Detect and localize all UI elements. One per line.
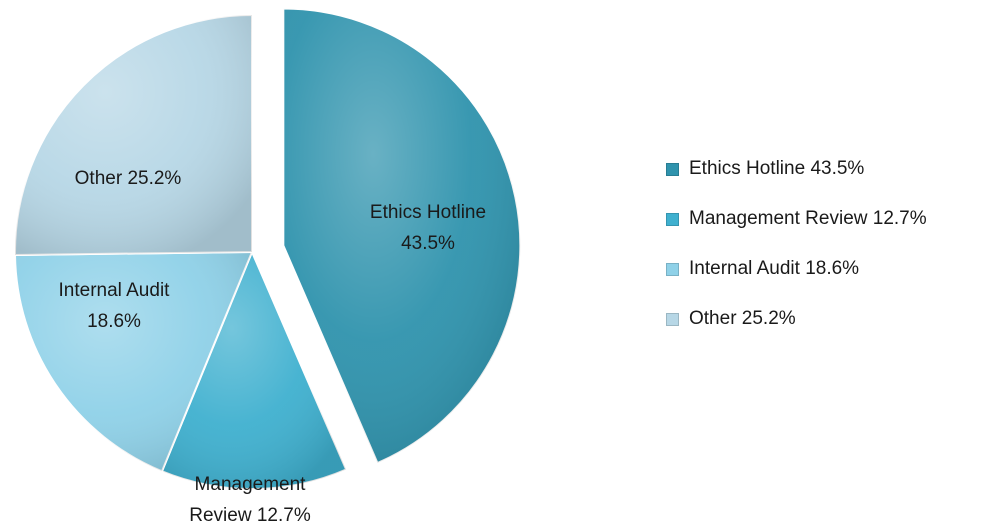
data-label-management-review: Management Review 12.7% (189, 474, 311, 526)
legend-label: Internal Audit 18.6% (689, 258, 860, 279)
data-label-line: Review 12.7% (189, 505, 311, 526)
legend-item-internal-audit: Internal Audit 18.6% (666, 258, 927, 280)
legend-label: Other 25.2% (689, 308, 796, 329)
data-label-ethics-hotline: Ethics Hotline 43.5% (370, 202, 486, 254)
pie-slice-shine (14, 15, 252, 255)
data-label-line: Other 25.2% (75, 168, 182, 189)
legend-item-other: Other 25.2% (666, 308, 927, 330)
data-label-line: Internal Audit (59, 280, 171, 301)
pie-slices (14, 7, 522, 490)
legend-item-ethics-hotline: Ethics Hotline 43.5% (666, 158, 927, 180)
pie-slice-shine (161, 252, 347, 489)
pie-slice-shine (283, 8, 521, 464)
pie-slice-shine (15, 252, 253, 472)
legend-label: Management Review 12.7% (689, 208, 927, 229)
legend-item-management-review: Management Review 12.7% (666, 208, 927, 230)
legend: Ethics Hotline 43.5% Management Review 1… (666, 158, 927, 358)
legend-swatch-icon (666, 262, 679, 276)
data-label-line: Management (195, 474, 307, 495)
legend-swatch-icon (666, 312, 679, 326)
data-label-other: Other 25.2% (75, 168, 182, 189)
pie-data-labels: Ethics Hotline 43.5% Management Review 12.7… (59, 168, 487, 526)
data-label-line: 18.6% (87, 311, 141, 332)
legend-label: Ethics Hotline 43.5% (689, 158, 865, 179)
legend-swatch-icon (666, 162, 679, 176)
data-label-internal-audit: Internal Audit 18.6% (59, 280, 171, 332)
data-label-line: 43.5% (401, 233, 455, 254)
data-label-line: Ethics Hotline (370, 202, 486, 223)
legend-swatch-icon (666, 212, 679, 226)
